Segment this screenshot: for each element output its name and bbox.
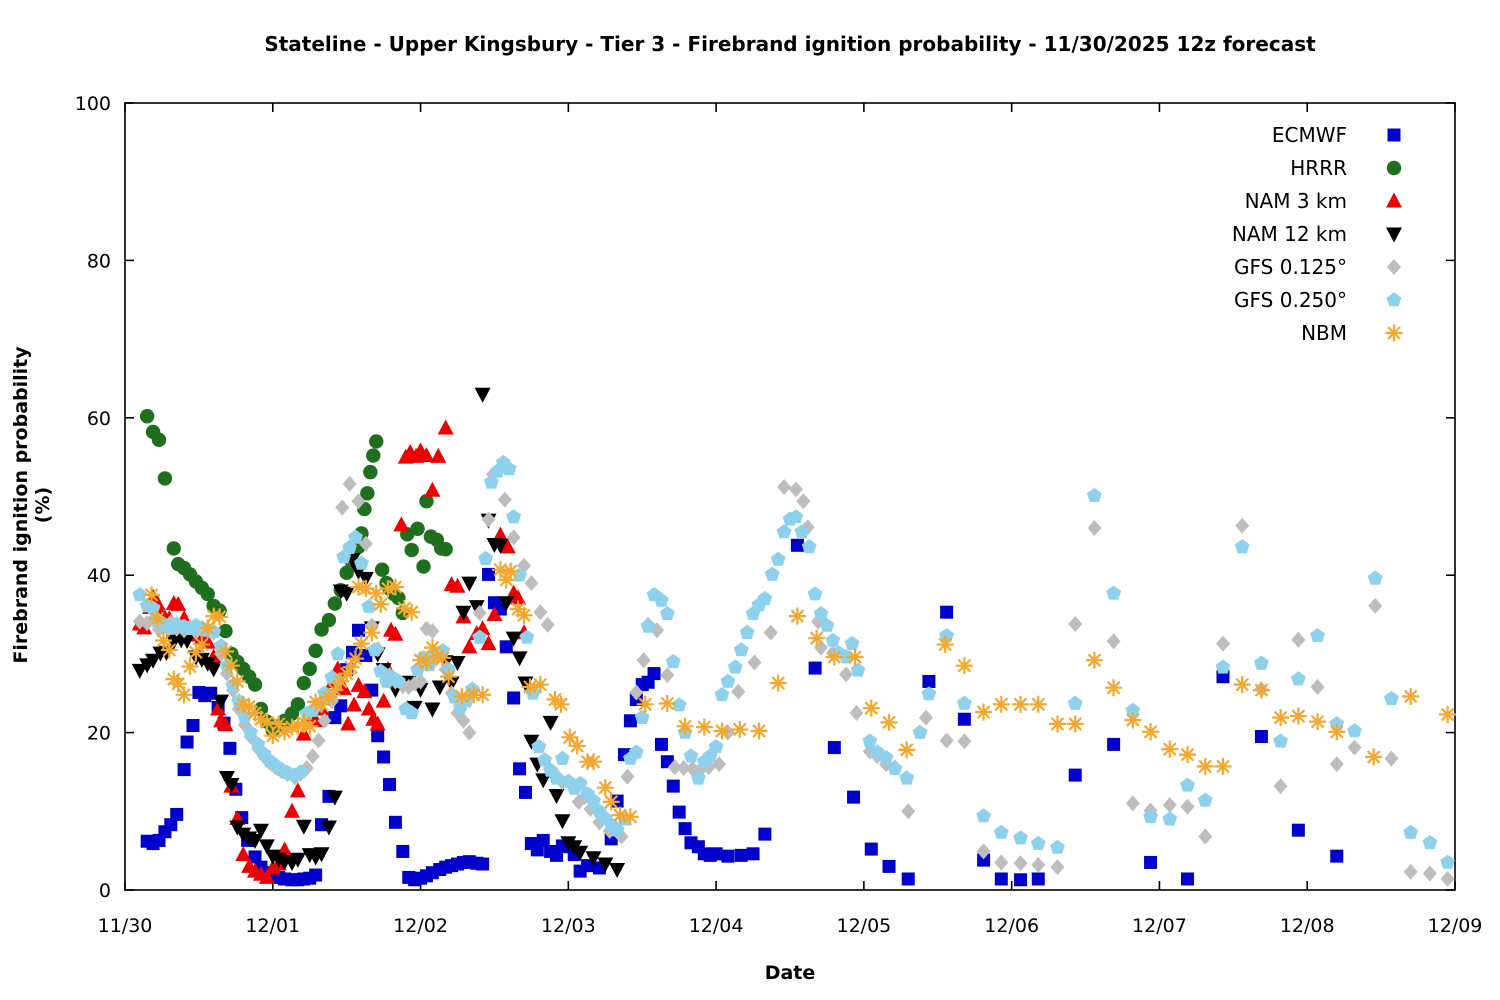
legend-label: GFS 0.125° (1234, 255, 1347, 279)
y-tick-label: 0 (99, 880, 111, 902)
x-tick-label: 12/05 (837, 915, 892, 937)
chart-title: Stateline - Upper Kingsbury - Tier 3 - F… (264, 32, 1316, 56)
x-tick-label: 12/06 (984, 915, 1039, 937)
x-tick-label: 12/03 (541, 915, 596, 937)
legend-entry-gfs-0-125-: GFS 0.125° (1234, 255, 1401, 279)
legend-label: GFS 0.250° (1234, 288, 1347, 312)
x-tick-label: 12/04 (689, 915, 744, 937)
legend-entry-nbm: NBM (1301, 321, 1403, 345)
legend-label: NBM (1301, 321, 1347, 345)
y-tick-label: 80 (87, 250, 111, 272)
series-ecmwf (140, 538, 1344, 887)
x-tick-label: 12/07 (1132, 915, 1187, 937)
plot-border (124, 102, 1456, 891)
legend-label: HRRR (1290, 156, 1347, 180)
legend-label: NAM 12 km (1232, 222, 1347, 246)
x-tick-label: 12/02 (393, 915, 448, 937)
legend-entry-nam-12-km: NAM 12 km (1232, 222, 1402, 246)
legend-entry-nam-3-km: NAM 3 km (1245, 189, 1402, 213)
y-tick-label: 40 (87, 565, 111, 587)
legend-label: NAM 3 km (1245, 189, 1347, 213)
y-tick-label: 100 (75, 93, 111, 115)
legend-label: ECMWF (1272, 123, 1347, 147)
y-tick-label: 20 (87, 723, 111, 745)
x-axis-label: Date (764, 962, 816, 984)
series-nbm (143, 561, 1457, 826)
y-tick-label: 60 (87, 408, 111, 430)
legend-entry-hrrr: HRRR (1290, 156, 1402, 180)
x-tick-label: 12/08 (1280, 915, 1335, 937)
x-tick-label: 12/01 (245, 915, 300, 937)
x-tick-label: 11/30 (98, 915, 153, 937)
x-tick-label: 12/09 (1428, 915, 1483, 937)
legend-entry-ecmwf: ECMWF (1272, 123, 1401, 147)
series-gfs-0-250- (132, 454, 1455, 869)
legend-entry-gfs-0-250-: GFS 0.250° (1234, 288, 1402, 312)
